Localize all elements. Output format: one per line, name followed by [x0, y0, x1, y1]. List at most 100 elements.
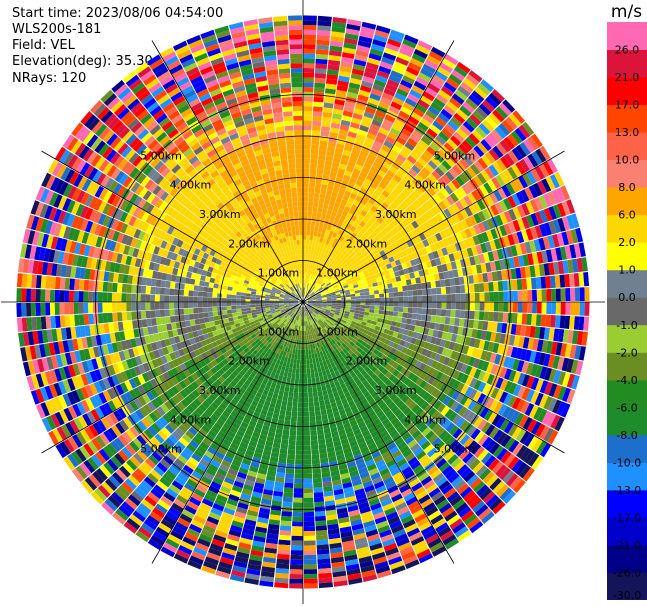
radar-gate: [567, 330, 574, 344]
radar-gate: [359, 85, 372, 93]
radar-gate: [336, 296, 342, 299]
radar-gate: [455, 302, 461, 310]
radar-gate: [433, 97, 446, 109]
radar-gate: [329, 132, 339, 139]
radar-gate: [410, 278, 417, 285]
radar-gate: [450, 309, 456, 318]
radar-gate: [403, 302, 409, 308]
radar-gate: [365, 276, 372, 282]
radar-gate: [465, 181, 475, 193]
radar-gate: [438, 131, 450, 142]
radar-gate: [335, 307, 341, 310]
radar-gate: [290, 554, 303, 560]
radar-gate: [366, 62, 379, 70]
radar-gate: [329, 288, 335, 292]
radar-gate: [338, 70, 351, 78]
radar-gate: [353, 335, 360, 342]
radar-gate: [360, 350, 367, 357]
radar-gate: [396, 264, 403, 271]
radar-gate: [345, 357, 352, 364]
radar-gate: [570, 359, 579, 374]
radar-gate: [305, 288, 308, 293]
radar-gate: [315, 54, 329, 60]
radar-gate: [410, 319, 417, 326]
radar-gate: [408, 115, 420, 126]
radar-gate: [312, 468, 321, 474]
radar-gate: [551, 189, 562, 204]
radar-gate: [419, 223, 427, 233]
radar-gate: [330, 279, 336, 284]
radar-gate: [345, 240, 351, 246]
radar-gate: [544, 367, 553, 381]
radar-gate: [318, 149, 327, 156]
radar-gate: [293, 392, 299, 398]
radar-gate: [512, 442, 524, 456]
radar-gate: [355, 217, 362, 225]
radar-gate: [431, 216, 440, 226]
radar-gate: [343, 273, 349, 278]
radar-gate: [303, 450, 311, 455]
radar-gate: [400, 128, 412, 138]
radar-gate: [328, 335, 334, 341]
radar-gate: [336, 302, 342, 304]
radar-gate: [385, 371, 393, 379]
radar-gate: [376, 70, 390, 79]
radar-gate: [398, 351, 406, 359]
radar-gate: [443, 218, 452, 228]
radar-gate: [391, 218, 400, 227]
radar-gate: [332, 332, 337, 338]
radar-gate: [304, 287, 306, 293]
radar-gate: [307, 303, 313, 305]
radar-gate: [474, 302, 480, 311]
radar-gate: [370, 359, 378, 366]
radar-gate: [435, 316, 441, 324]
radar-gate: [446, 138, 458, 150]
radar-gate: [326, 297, 332, 300]
radar-gate: [340, 61, 353, 69]
radar-gate: [307, 296, 312, 300]
radar-gate: [314, 271, 319, 277]
radar-gate: [293, 483, 303, 489]
radar-gate: [303, 125, 312, 131]
radar-gate: [311, 377, 316, 383]
radar-gate: [447, 358, 455, 368]
radar-gate: [353, 108, 365, 116]
radar-gate: [524, 266, 531, 278]
radar-gate: [402, 38, 417, 49]
radar-gate: [526, 278, 532, 290]
radar-gate: [477, 210, 486, 222]
radar-gate: [434, 440, 445, 451]
radar-gate: [415, 368, 423, 378]
radar-gate: [369, 305, 375, 310]
radar-gate: [355, 304, 361, 308]
radar-gate: [360, 234, 367, 241]
radar-gate: [496, 322, 503, 333]
radar-gate: [337, 133, 347, 141]
radar-gate: [341, 271, 348, 276]
radar-gate: [410, 358, 418, 367]
radar-gate: [317, 303, 323, 305]
radar-gate: [332, 17, 347, 24]
radar-gate: [316, 539, 329, 546]
radar-gate: [348, 236, 354, 243]
radar-gate: [365, 322, 372, 328]
radar-gate: [415, 420, 425, 430]
radar-gate: [344, 170, 353, 177]
radar-gate: [306, 283, 309, 289]
radar-gate: [533, 239, 542, 252]
radar-gate: [431, 295, 437, 302]
radar-gate: [502, 470, 515, 484]
radar-gate: [311, 264, 315, 270]
radar-gate: [334, 343, 340, 349]
radar-gate: [469, 477, 482, 490]
radar-gate: [378, 205, 386, 213]
radar-gate: [354, 350, 360, 356]
radar-gate: [374, 294, 380, 298]
radar-gate: [342, 317, 348, 322]
radar-gate: [545, 276, 551, 289]
radar-gate: [309, 308, 314, 313]
radar-gate: [359, 187, 368, 195]
radar-gate: [313, 362, 317, 369]
radar-gate: [293, 387, 299, 393]
radar-gate: [468, 319, 475, 329]
